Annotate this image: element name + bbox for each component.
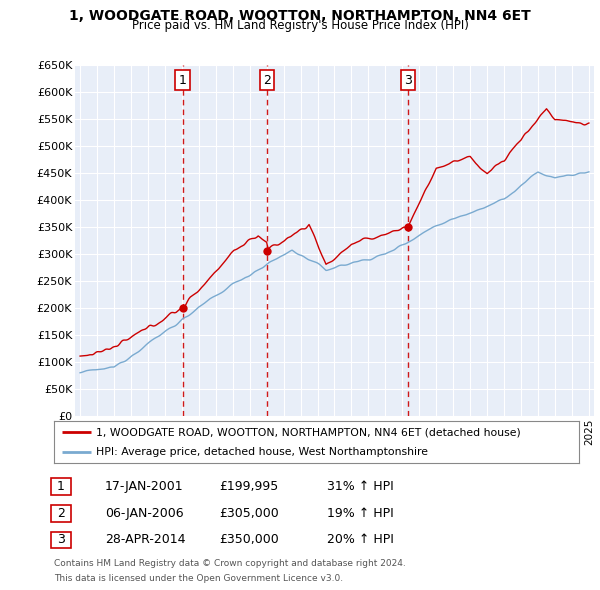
Text: 19% ↑ HPI: 19% ↑ HPI [327,507,394,520]
Text: £305,000: £305,000 [219,507,279,520]
Text: 28-APR-2014: 28-APR-2014 [105,533,185,546]
Text: £199,995: £199,995 [219,480,278,493]
Text: 1, WOODGATE ROAD, WOOTTON, NORTHAMPTON, NN4 6ET: 1, WOODGATE ROAD, WOOTTON, NORTHAMPTON, … [69,9,531,23]
Text: 3: 3 [57,533,65,546]
Text: 1: 1 [57,480,65,493]
Text: 1, WOODGATE ROAD, WOOTTON, NORTHAMPTON, NN4 6ET (detached house): 1, WOODGATE ROAD, WOOTTON, NORTHAMPTON, … [96,427,521,437]
Text: 31% ↑ HPI: 31% ↑ HPI [327,480,394,493]
Text: 3: 3 [404,74,412,87]
Text: 20% ↑ HPI: 20% ↑ HPI [327,533,394,546]
Text: This data is licensed under the Open Government Licence v3.0.: This data is licensed under the Open Gov… [54,574,343,583]
Text: 1: 1 [179,74,187,87]
Text: 2: 2 [263,74,271,87]
Text: 2: 2 [57,507,65,520]
Text: HPI: Average price, detached house, West Northamptonshire: HPI: Average price, detached house, West… [96,447,428,457]
Text: Contains HM Land Registry data © Crown copyright and database right 2024.: Contains HM Land Registry data © Crown c… [54,559,406,568]
Text: 06-JAN-2006: 06-JAN-2006 [105,507,184,520]
Text: 17-JAN-2001: 17-JAN-2001 [105,480,184,493]
Text: Price paid vs. HM Land Registry's House Price Index (HPI): Price paid vs. HM Land Registry's House … [131,19,469,32]
Text: £350,000: £350,000 [219,533,279,546]
